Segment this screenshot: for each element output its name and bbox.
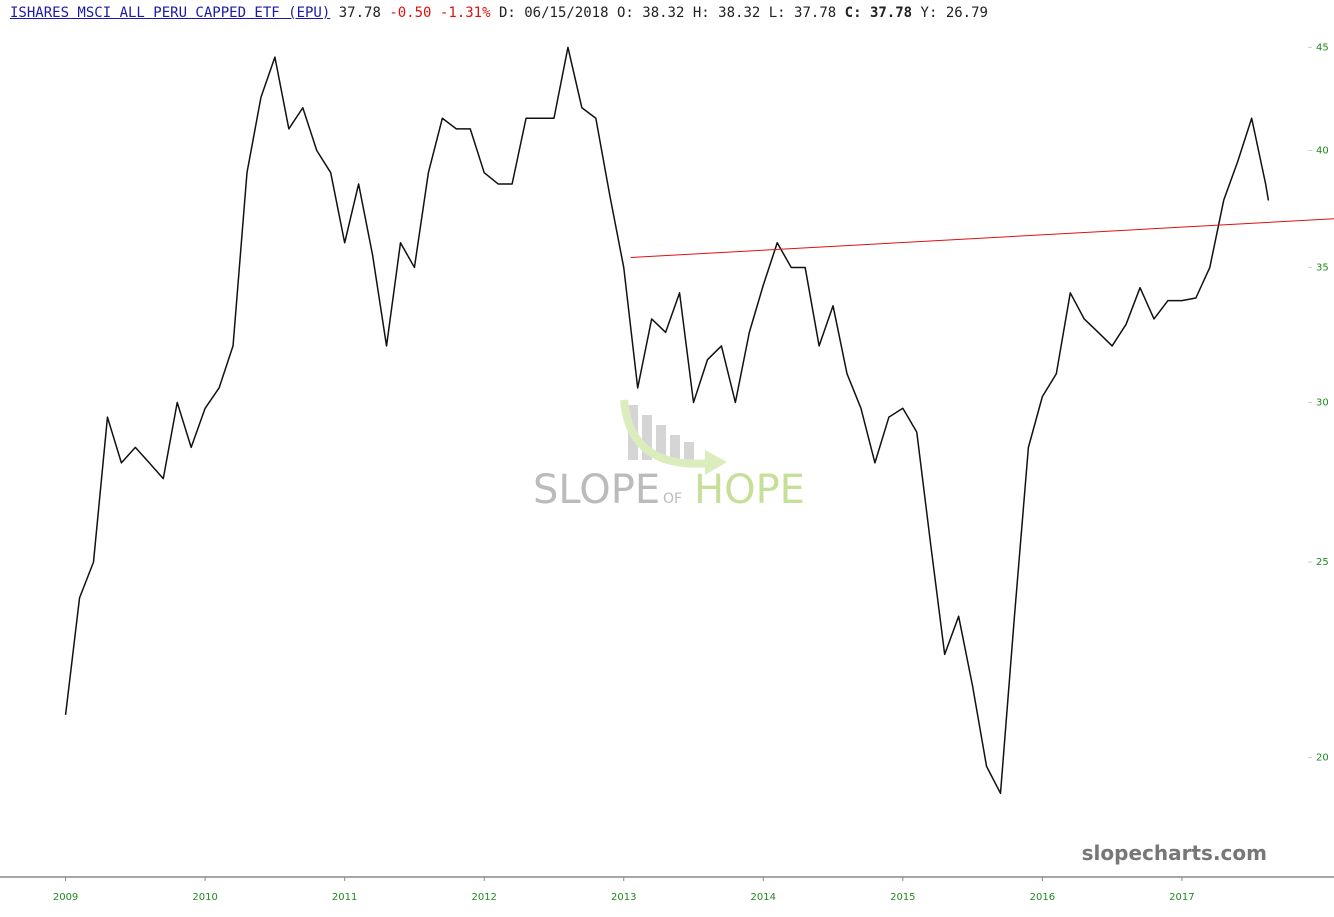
watermark-text: OF <box>663 491 682 507</box>
x-tick-label: 2009 <box>53 892 78 903</box>
field-label: H: <box>692 5 710 21</box>
field-label: Y: <box>920 5 938 21</box>
trendline <box>630 218 1334 258</box>
y-tick-label: 40 <box>1316 145 1329 156</box>
watermark-text: SLOPE <box>533 467 660 513</box>
x-tick-label: 2017 <box>1169 892 1194 903</box>
last-price: 37.78 <box>338 5 381 21</box>
change-pct: -1.31% <box>439 5 491 21</box>
field-label: L: <box>768 5 786 21</box>
field-value: 37.78 <box>794 5 837 21</box>
credit: slopecharts.com <box>1082 841 1267 865</box>
change: -0.50 <box>389 5 432 21</box>
watermark-text: HOPE <box>694 467 805 513</box>
field-label: C: <box>844 5 862 21</box>
field-value: 37.78 <box>869 5 913 21</box>
x-tick-label: 2016 <box>1030 892 1055 903</box>
x-tick-label: 2010 <box>192 892 217 903</box>
y-tick-label: 20 <box>1316 753 1329 764</box>
field-value: 26.79 <box>945 5 988 21</box>
x-tick-label: 2011 <box>332 892 357 903</box>
field-label: D: <box>498 5 516 21</box>
field-value: 38.32 <box>642 5 685 21</box>
y-tick-label: 45 <box>1316 42 1329 53</box>
field-value: 06/15/2018 <box>524 5 609 21</box>
y-tick-label: 30 <box>1316 397 1329 408</box>
y-tick-label: 35 <box>1316 262 1329 273</box>
header: ISHARES MSCI ALL PERU CAPPED ETF (EPU) 3… <box>10 5 988 21</box>
x-tick-label: 2012 <box>471 892 496 903</box>
x-tick-label: 2013 <box>611 892 636 903</box>
x-tick-label: 2014 <box>751 892 776 903</box>
price-line <box>64 46 1270 795</box>
y-tick-label: 25 <box>1316 557 1329 568</box>
field-value: 38.32 <box>718 5 761 21</box>
watermark-logo <box>620 399 727 475</box>
symbol-link[interactable]: ISHARES MSCI ALL PERU CAPPED ETF (EPU) <box>10 5 331 21</box>
x-tick-label: 2015 <box>890 892 915 903</box>
field-label: O: <box>616 5 634 21</box>
